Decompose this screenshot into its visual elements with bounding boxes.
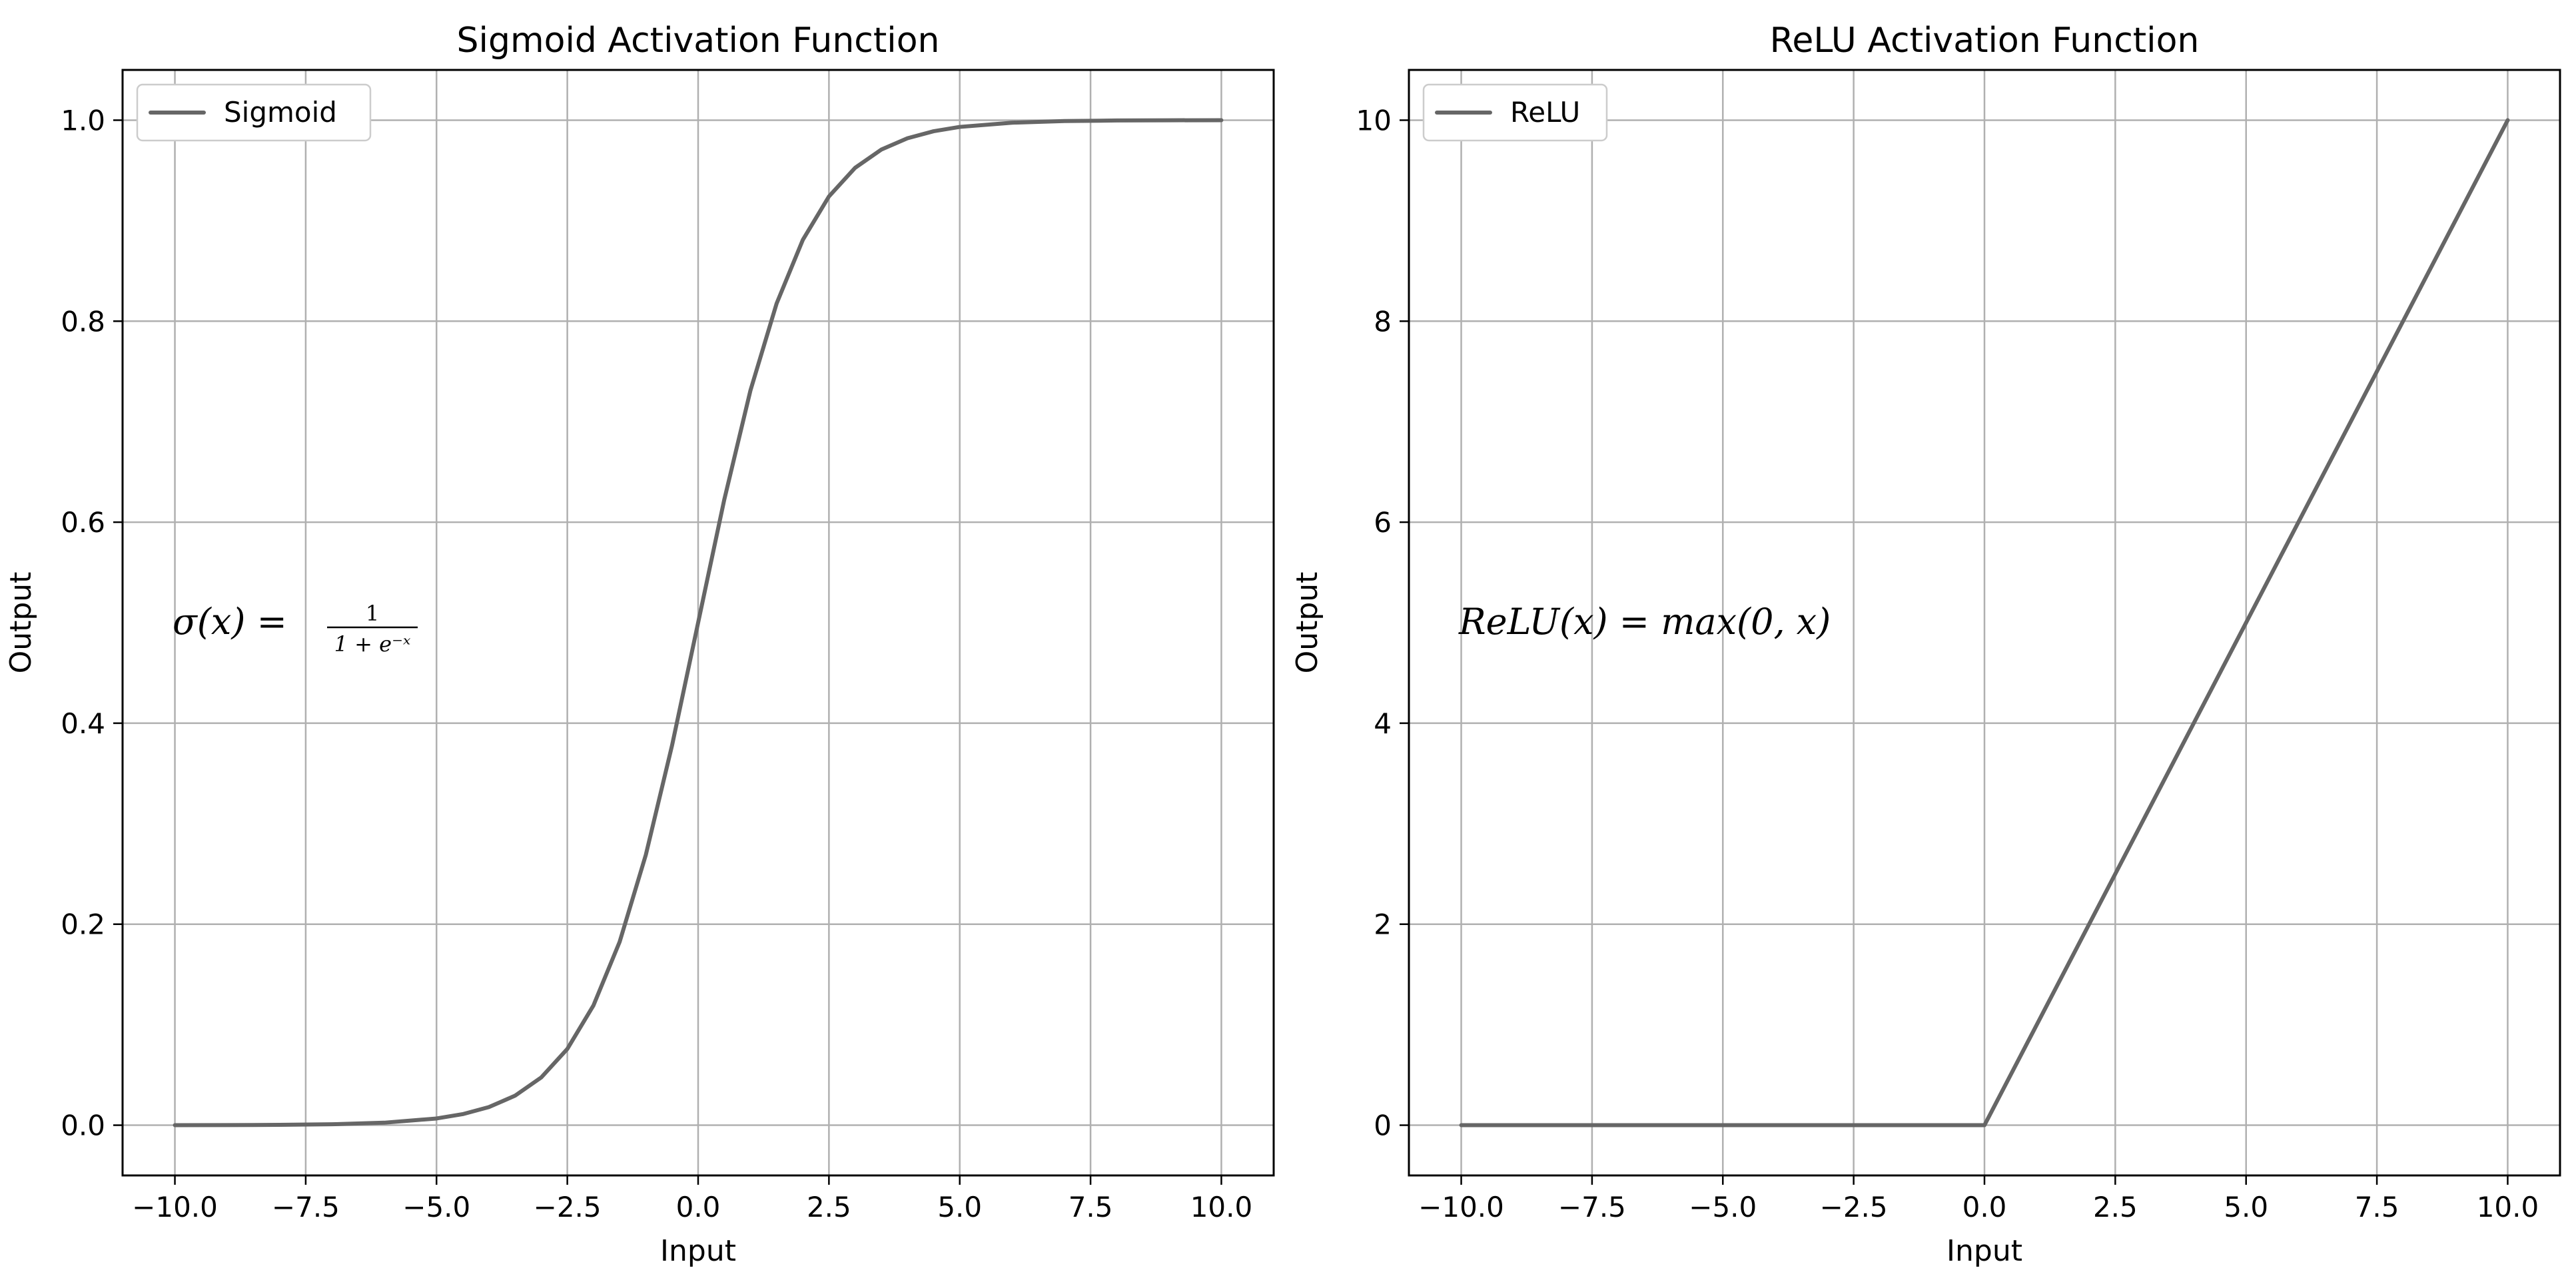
x-tick-label: 2.5	[807, 1191, 851, 1223]
x-tick-label: 10.0	[1190, 1191, 1253, 1223]
y-tick-label: 0.0	[61, 1110, 105, 1142]
y-tick-label: 6	[1374, 506, 1392, 539]
sigmoid-chart-title: Sigmoid Activation Function	[457, 21, 940, 61]
y-axis-label: Output	[1290, 572, 1324, 674]
x-tick-label: 10.0	[2477, 1191, 2539, 1223]
formula-main: σ(x) =	[173, 601, 287, 643]
y-tick-label: 0.4	[61, 707, 105, 740]
sigmoid-chart-panel: −10.0 −7.5 −5.0 −2.5 0.0 2.5 5.0 7.5 10.0 0.0 0.2 0…	[4, 21, 1275, 1268]
x-tick-label: 5.0	[937, 1191, 982, 1223]
sigmoid-legend: Sigmoid	[136, 83, 372, 142]
legend-box	[136, 83, 372, 142]
x-tick-label: −7.5	[1558, 1191, 1626, 1223]
x-tick-label: −5.0	[1689, 1191, 1757, 1223]
x-tick-label: −2.5	[1820, 1191, 1888, 1223]
y-tick-label: 10	[1356, 104, 1392, 137]
x-tick-label: −7.5	[272, 1191, 340, 1223]
x-tick-label: −2.5	[534, 1191, 602, 1223]
relu-series-line	[1459, 118, 2510, 1127]
x-tick-label: −10.0	[132, 1191, 218, 1223]
x-tick-label: 0.0	[676, 1191, 721, 1223]
formula-numerator: 1	[366, 601, 379, 626]
y-axis-label: Output	[4, 572, 38, 674]
x-tick-label: 7.5	[1069, 1191, 1113, 1223]
legend-label: Sigmoid	[224, 96, 337, 129]
y-tick-label: 2	[1374, 908, 1392, 941]
x-axis-label: Input	[660, 1234, 736, 1268]
x-tick-label: 5.0	[2224, 1191, 2268, 1223]
relu-formula-annotation: ReLU(x) = max(0, x)	[1458, 601, 1831, 643]
relu-chart-title: ReLU Activation Function	[1770, 21, 2200, 61]
y-tick-label: 0	[1374, 1110, 1392, 1142]
relu-legend: ReLU	[1422, 83, 1608, 142]
x-tick-label: 2.5	[2093, 1191, 2138, 1223]
sigmoid-formula-annotation: σ(x) = 1 1 + e⁻ˣ	[173, 601, 418, 657]
x-tick-label: 0.0	[1962, 1191, 2007, 1223]
legend-label: ReLU	[1510, 96, 1580, 129]
y-tick-label: 0.8	[61, 305, 105, 338]
legend-box	[1422, 83, 1608, 142]
x-tick-label: 7.5	[2355, 1191, 2399, 1223]
y-tick-label: 0.2	[61, 908, 105, 941]
y-tick-label: 4	[1374, 707, 1392, 740]
x-tick-label: −5.0	[402, 1191, 470, 1223]
x-axis-label: Input	[1946, 1234, 2022, 1268]
sigmoid-series-line	[173, 118, 1224, 1127]
y-tick-label: 0.6	[61, 506, 105, 539]
x-tick-label: −10.0	[1418, 1191, 1504, 1223]
formula-denominator: 1 + e⁻ˣ	[334, 631, 411, 657]
relu-chart-panel: −10.0 −7.5 −5.0 −2.5 0.0 2.5 5.0 7.5 10.0 0 2 4 6 8 10…	[1290, 21, 2561, 1268]
y-tick-label: 1.0	[61, 104, 105, 137]
y-tick-label: 8	[1374, 305, 1392, 338]
